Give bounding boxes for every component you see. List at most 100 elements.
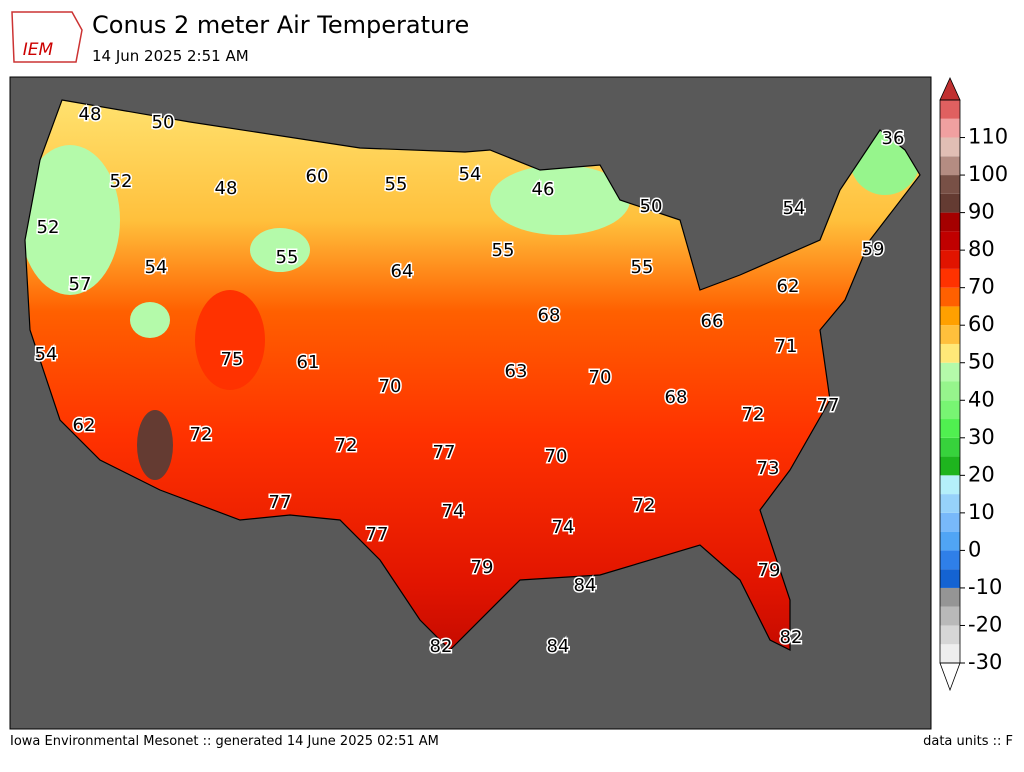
station-label: 70	[589, 367, 612, 388]
colorbar-tick-label: 40	[968, 387, 995, 411]
logo-text: IEM	[23, 40, 54, 60]
footer-left: Iowa Environmental Mesonet :: generated …	[10, 734, 439, 749]
colorbar-bin	[940, 625, 960, 645]
colorbar-tick-label: 60	[968, 312, 995, 336]
station-label: 50	[152, 112, 175, 133]
station-label: 79	[471, 557, 494, 578]
station-label: 75	[221, 349, 244, 370]
colorbar-bin	[940, 494, 960, 513]
station-label: 62	[73, 415, 96, 436]
colorbar-bin	[940, 381, 960, 401]
station-label: 84	[574, 575, 597, 596]
station-label: 54	[35, 344, 58, 365]
station-label: 82	[780, 627, 803, 648]
station-label: 72	[742, 404, 765, 425]
colorbar-bin	[940, 287, 960, 307]
colorbar-tick-label: 10	[968, 500, 995, 524]
station-label: 70	[379, 376, 402, 397]
colorbar-bin	[940, 156, 960, 176]
station-label: 72	[190, 424, 213, 445]
station-label: 55	[276, 247, 299, 268]
station-label: 84	[547, 636, 570, 657]
colorbar-bin	[940, 531, 960, 551]
colorbar-bin	[940, 118, 960, 138]
colorbar-bin	[940, 325, 960, 344]
colorbar-bin	[940, 550, 960, 570]
station-label: 59	[862, 239, 885, 260]
station-label: 77	[269, 492, 292, 513]
colorbar-bin	[940, 644, 960, 663]
title: Conus 2 meter Air Temperature	[92, 11, 469, 39]
subtitle: 14 Jun 2025 2:51 AM	[92, 47, 249, 65]
colorbar-bin	[940, 175, 960, 194]
station-label: 36	[882, 128, 905, 149]
station-label: 57	[69, 274, 92, 295]
colorbar-bin	[940, 343, 960, 363]
colorbar-tick-label: -30	[968, 650, 1002, 674]
colorbar-bin	[940, 606, 960, 626]
logo: IEM	[11, 11, 83, 63]
station-label: 48	[79, 104, 102, 125]
colorbar-tick-label: 100	[968, 162, 1008, 186]
colorbar-bin	[940, 569, 960, 588]
colorbar-tick-label: 20	[968, 462, 995, 486]
station-label: 62	[777, 276, 800, 297]
colorbar-bin	[940, 362, 960, 382]
colorbar-bin	[940, 587, 960, 607]
colorbar-bin	[940, 419, 960, 438]
colorbar-bin	[940, 306, 960, 326]
colorbar-tick-label: 90	[968, 200, 995, 224]
colorbar-over	[939, 77, 961, 101]
footer-right: data units :: F	[923, 734, 1013, 749]
colorbar-bin	[940, 193, 960, 213]
station-label: 77	[366, 524, 389, 545]
station-label: 70	[545, 446, 568, 467]
colorbar-bin	[940, 456, 960, 476]
station-label: 63	[505, 361, 528, 382]
station-label: 71	[775, 336, 798, 357]
station-label: 46	[532, 179, 555, 200]
station-label: 52	[37, 217, 60, 238]
colorbar: -30 -20 -10 0 10 20 30 40 50 60 70 80 90 100 110	[939, 77, 1008, 692]
station-label: 55	[492, 240, 515, 261]
station-label: 72	[335, 435, 358, 456]
colorbar-bin	[940, 400, 960, 420]
colorbar-tick-label: 30	[968, 425, 995, 449]
colorbar-bin	[940, 250, 960, 269]
station-label: 79	[758, 560, 781, 581]
station-label: 68	[538, 305, 561, 326]
colorbar-tick-label: 50	[968, 350, 995, 374]
station-label: 54	[459, 164, 482, 185]
station-label: 60	[306, 166, 329, 187]
station-label: 72	[633, 495, 656, 516]
station-label: 61	[297, 352, 320, 373]
station-label: 68	[665, 387, 688, 408]
station-label: 50	[640, 196, 663, 217]
colorbar-tick-label: 80	[968, 237, 995, 261]
colorbar-under	[939, 662, 961, 692]
colorbar-tick-label: 110	[968, 125, 1008, 149]
station-label: 74	[442, 501, 465, 522]
station-label: 54	[783, 198, 806, 219]
colorbar-bin	[940, 231, 960, 251]
station-label: 73	[757, 458, 780, 479]
station-labels: 48 50 52 48 60 55 54 46 50 36 54 52 54 55 64 55 55 59 57 62…	[33, 103, 906, 659]
colorbar-bin	[940, 437, 960, 457]
station-label: 48	[215, 178, 238, 199]
colorbar-tick-label: -20	[968, 612, 1002, 636]
station-label: 77	[817, 395, 840, 416]
colorbar-tick-label: 0	[968, 537, 981, 561]
colorbar-bin	[940, 212, 960, 232]
station-label: 52	[110, 171, 133, 192]
station-label: 64	[391, 261, 414, 282]
colorbar-bin	[940, 268, 960, 288]
station-label: 55	[385, 174, 408, 195]
map: 48 50 52 48 60 55 54 46 50 36 54 52 54 55 64 55 55 59 57 62…	[9, 76, 932, 730]
colorbar-bin	[940, 512, 960, 532]
station-label: 54	[145, 257, 168, 278]
station-label: 82	[430, 636, 453, 657]
colorbar-frame	[939, 99, 961, 664]
station-label: 55	[631, 257, 654, 278]
colorbar-tick-label: -10	[968, 575, 1002, 599]
